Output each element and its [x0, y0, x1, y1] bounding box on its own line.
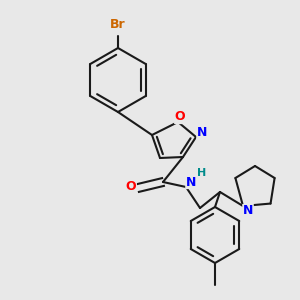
Text: O: O: [175, 110, 185, 124]
Text: N: N: [186, 176, 196, 188]
Text: N: N: [197, 127, 207, 140]
Text: H: H: [197, 168, 207, 178]
Text: O: O: [126, 179, 136, 193]
Text: Br: Br: [110, 19, 126, 32]
Text: N: N: [243, 205, 253, 218]
